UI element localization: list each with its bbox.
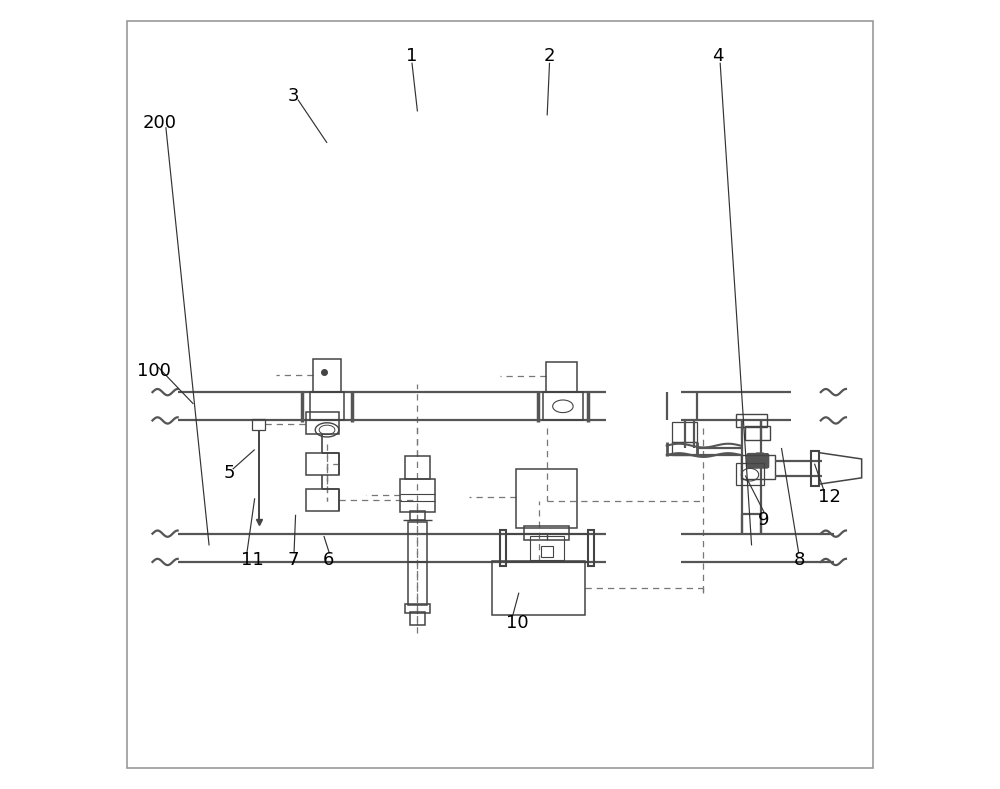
Bar (541, 546, 553, 557)
Text: 200: 200 (142, 114, 176, 133)
Bar (410, 612, 425, 625)
Text: 6: 6 (323, 551, 334, 569)
Bar (405, 604, 430, 613)
Bar (811, 451, 819, 486)
Bar (672, 443, 697, 455)
Bar (543, 392, 583, 421)
Text: 9: 9 (758, 511, 769, 529)
Bar (313, 359, 341, 392)
Bar (306, 454, 339, 476)
Bar (252, 419, 265, 430)
Bar (400, 480, 435, 512)
Bar (736, 463, 764, 485)
Text: 4: 4 (712, 47, 724, 65)
Bar (500, 529, 506, 566)
Bar (408, 562, 427, 605)
Bar (310, 392, 344, 421)
Bar (408, 522, 427, 562)
Bar (741, 455, 775, 479)
Text: 100: 100 (137, 362, 171, 380)
Bar (306, 489, 339, 510)
Bar (516, 469, 577, 528)
Bar (736, 414, 767, 427)
Text: 7: 7 (288, 551, 299, 569)
Bar (405, 456, 430, 480)
Text: 1: 1 (406, 47, 417, 65)
Bar (410, 510, 425, 520)
Bar (306, 412, 339, 434)
Bar (530, 536, 564, 559)
Text: 2: 2 (543, 47, 555, 65)
Text: 3: 3 (288, 87, 299, 105)
Bar (588, 529, 594, 566)
Text: 11: 11 (241, 551, 263, 569)
Bar (745, 426, 770, 440)
Text: 5: 5 (223, 464, 235, 482)
Bar (506, 533, 588, 562)
Bar (672, 422, 697, 443)
Bar (546, 362, 577, 392)
Bar (492, 561, 585, 615)
Text: 10: 10 (506, 614, 528, 631)
Text: 8: 8 (793, 551, 805, 569)
Text: 12: 12 (818, 488, 841, 506)
Bar (524, 525, 569, 540)
